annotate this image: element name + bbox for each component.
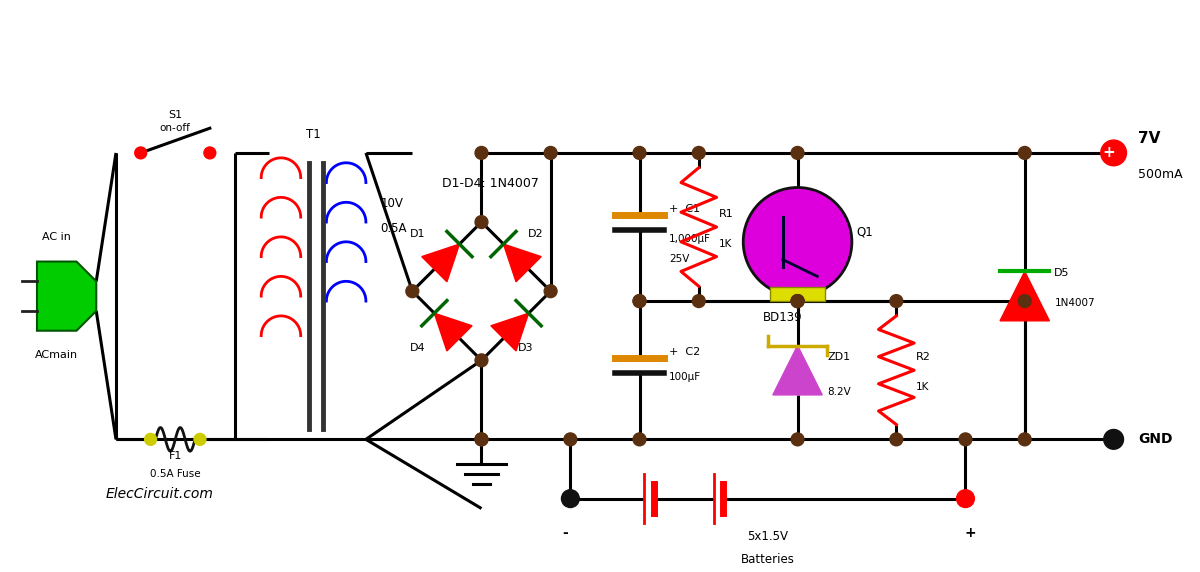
Text: Q1: Q1 (857, 225, 874, 239)
Text: -: - (563, 526, 569, 541)
Circle shape (791, 146, 804, 160)
Circle shape (791, 295, 804, 308)
Text: BD139: BD139 (763, 311, 803, 324)
Text: ACmain: ACmain (35, 351, 78, 360)
Circle shape (1104, 430, 1123, 449)
Circle shape (145, 434, 156, 445)
Circle shape (475, 146, 488, 160)
Text: AC in: AC in (42, 232, 71, 242)
Circle shape (1019, 146, 1031, 160)
Circle shape (791, 295, 804, 308)
Text: T1: T1 (306, 128, 320, 141)
Circle shape (1019, 295, 1031, 308)
Circle shape (475, 354, 488, 367)
Polygon shape (504, 244, 541, 282)
Text: 1,000μF: 1,000μF (670, 234, 712, 244)
Circle shape (956, 490, 974, 507)
Circle shape (791, 295, 804, 308)
Circle shape (475, 433, 488, 446)
Text: D5: D5 (1055, 268, 1070, 279)
Circle shape (634, 295, 646, 308)
Text: D2: D2 (528, 229, 544, 239)
Text: 0.5A Fuse: 0.5A Fuse (150, 469, 200, 479)
Circle shape (634, 295, 646, 308)
Text: D1: D1 (409, 229, 425, 239)
Circle shape (1019, 433, 1031, 446)
Circle shape (475, 433, 488, 446)
Text: D4: D4 (409, 343, 425, 352)
Text: +  C1: + C1 (670, 204, 701, 214)
Text: +: + (965, 526, 977, 541)
Circle shape (544, 146, 557, 160)
Text: 1K: 1K (719, 239, 732, 249)
Polygon shape (773, 345, 822, 395)
Text: 8.2V: 8.2V (827, 387, 851, 397)
Text: 0.5A: 0.5A (380, 222, 407, 235)
Circle shape (959, 433, 972, 446)
Circle shape (692, 295, 706, 308)
Text: +  C2: + C2 (670, 347, 701, 358)
Text: 25V: 25V (670, 253, 690, 264)
Text: R1: R1 (719, 209, 733, 219)
Polygon shape (37, 261, 96, 331)
Circle shape (562, 490, 580, 507)
Circle shape (194, 434, 206, 445)
Circle shape (544, 285, 557, 297)
Text: +: + (1103, 145, 1115, 160)
Circle shape (1100, 140, 1127, 166)
Text: R2: R2 (916, 352, 931, 362)
Text: 10V: 10V (380, 197, 403, 210)
Polygon shape (434, 313, 472, 351)
Text: 5x1.5V: 5x1.5V (748, 530, 788, 543)
Polygon shape (491, 313, 529, 351)
Polygon shape (1000, 272, 1050, 321)
Circle shape (134, 147, 146, 159)
Circle shape (743, 188, 852, 296)
Circle shape (406, 285, 419, 297)
Circle shape (890, 295, 902, 308)
Circle shape (692, 146, 706, 160)
Circle shape (890, 433, 902, 446)
Text: Batteries: Batteries (740, 553, 794, 566)
Circle shape (634, 433, 646, 446)
Text: 1K: 1K (916, 382, 930, 392)
Text: F1: F1 (168, 451, 182, 461)
Text: ZD1: ZD1 (827, 352, 851, 362)
Circle shape (634, 146, 646, 160)
Text: 7V: 7V (1139, 131, 1160, 146)
Text: on-off: on-off (160, 123, 191, 133)
FancyBboxPatch shape (770, 287, 826, 301)
Circle shape (791, 433, 804, 446)
Text: S1: S1 (168, 110, 182, 120)
Text: 500mA: 500mA (1139, 168, 1183, 181)
Text: 1N4007: 1N4007 (1055, 298, 1094, 308)
Circle shape (204, 147, 216, 159)
Text: D3: D3 (518, 343, 534, 352)
Polygon shape (421, 244, 460, 282)
Circle shape (475, 216, 488, 228)
Text: 100μF: 100μF (670, 372, 701, 382)
Circle shape (564, 433, 577, 446)
Text: ElecCircuit.com: ElecCircuit.com (106, 487, 214, 500)
Text: GND: GND (1139, 432, 1172, 446)
Text: D1-D4: 1N4007: D1-D4: 1N4007 (442, 177, 539, 190)
